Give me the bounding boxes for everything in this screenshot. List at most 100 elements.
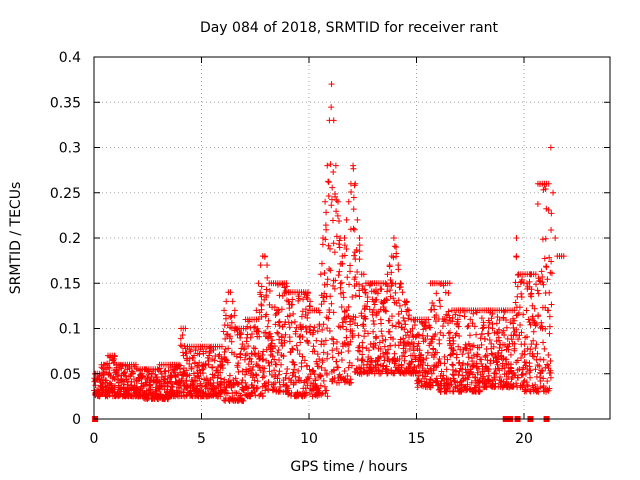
- data-point: [298, 360, 305, 367]
- data-point: [465, 354, 472, 361]
- data-point: [416, 347, 423, 354]
- data-point: [299, 391, 306, 398]
- data-point: [493, 330, 500, 337]
- data-point: [300, 323, 307, 330]
- data-point: [252, 345, 259, 352]
- data-point: [292, 330, 299, 337]
- data-point: [445, 330, 452, 337]
- data-point: [500, 382, 507, 389]
- data-point: [222, 312, 229, 319]
- data-point: [202, 360, 209, 367]
- data-point: [548, 258, 555, 265]
- data-point: [182, 325, 189, 332]
- data-point: [464, 360, 471, 367]
- data-point: [338, 304, 345, 311]
- data-point: [274, 349, 281, 356]
- data-point: [474, 351, 481, 358]
- data-point: [430, 302, 437, 309]
- data-point: [402, 321, 409, 328]
- data-point: [440, 372, 447, 379]
- data-point: [253, 307, 260, 314]
- data-point: [532, 366, 539, 373]
- data-point: [233, 353, 240, 360]
- data-point: [535, 388, 542, 395]
- data-point: [286, 334, 293, 341]
- data-point: [350, 162, 357, 169]
- data-point: [496, 316, 503, 323]
- data-point: [271, 304, 278, 311]
- data-point: [437, 303, 444, 310]
- data-point: [378, 328, 385, 335]
- data-point: [464, 323, 471, 330]
- data-point: [379, 300, 386, 307]
- data-point: [321, 383, 328, 390]
- data-point: [192, 387, 199, 394]
- data-point: [545, 180, 552, 187]
- data-point: [452, 367, 459, 374]
- data-point: [248, 389, 255, 396]
- data-point: [449, 371, 456, 378]
- data-points: [91, 81, 567, 422]
- data-point: [531, 305, 538, 312]
- data-point: [188, 365, 195, 372]
- data-point: [499, 360, 506, 367]
- data-point: [297, 339, 304, 346]
- data-point: [532, 271, 539, 278]
- data-point: [244, 323, 251, 330]
- data-point: [281, 339, 288, 346]
- data-point: [258, 283, 265, 290]
- data-point: [411, 322, 418, 329]
- data-point: [483, 384, 490, 391]
- data-point: [330, 217, 337, 224]
- data-point: [344, 372, 351, 379]
- data-point: [237, 334, 244, 341]
- data-point: [276, 371, 283, 378]
- data-point: [286, 312, 293, 319]
- data-point: [361, 302, 368, 309]
- data-point: [370, 306, 377, 313]
- data-point: [239, 377, 246, 384]
- data-point: [374, 290, 381, 297]
- data-point: [329, 347, 336, 354]
- data-point: [396, 284, 403, 291]
- data-point: [339, 319, 346, 326]
- data-point: [381, 357, 388, 364]
- data-point: [331, 285, 338, 292]
- data-point: [330, 336, 337, 343]
- data-point: [450, 388, 457, 395]
- data-point: [439, 323, 446, 330]
- data-point: [235, 360, 242, 367]
- data-point: [248, 358, 255, 365]
- data-point: [493, 355, 500, 362]
- data-point: [306, 375, 313, 382]
- data-point: [522, 370, 529, 377]
- data-point: [227, 289, 234, 296]
- data-point: [203, 375, 210, 382]
- data-point: [507, 319, 514, 326]
- data-point: [400, 349, 407, 356]
- data-point: [390, 295, 397, 302]
- data-point: [523, 381, 530, 388]
- data-point: [521, 341, 528, 348]
- data-point: [200, 365, 207, 372]
- data-point: [474, 351, 481, 358]
- data-point: [498, 347, 505, 354]
- data-point: [243, 384, 250, 391]
- data-point: [240, 397, 247, 404]
- data-point: [416, 368, 423, 375]
- data-point: [299, 334, 306, 341]
- data-point: [527, 346, 534, 353]
- data-point: [313, 337, 320, 344]
- data-point: [258, 390, 265, 397]
- data-point: [192, 377, 199, 384]
- data-point: [348, 362, 355, 369]
- data-point: [102, 389, 109, 396]
- data-point: [343, 334, 350, 341]
- data-point: [283, 370, 290, 377]
- data-point: [278, 306, 285, 313]
- data-point: [403, 298, 410, 305]
- data-point: [286, 324, 293, 331]
- data-point: [393, 250, 400, 257]
